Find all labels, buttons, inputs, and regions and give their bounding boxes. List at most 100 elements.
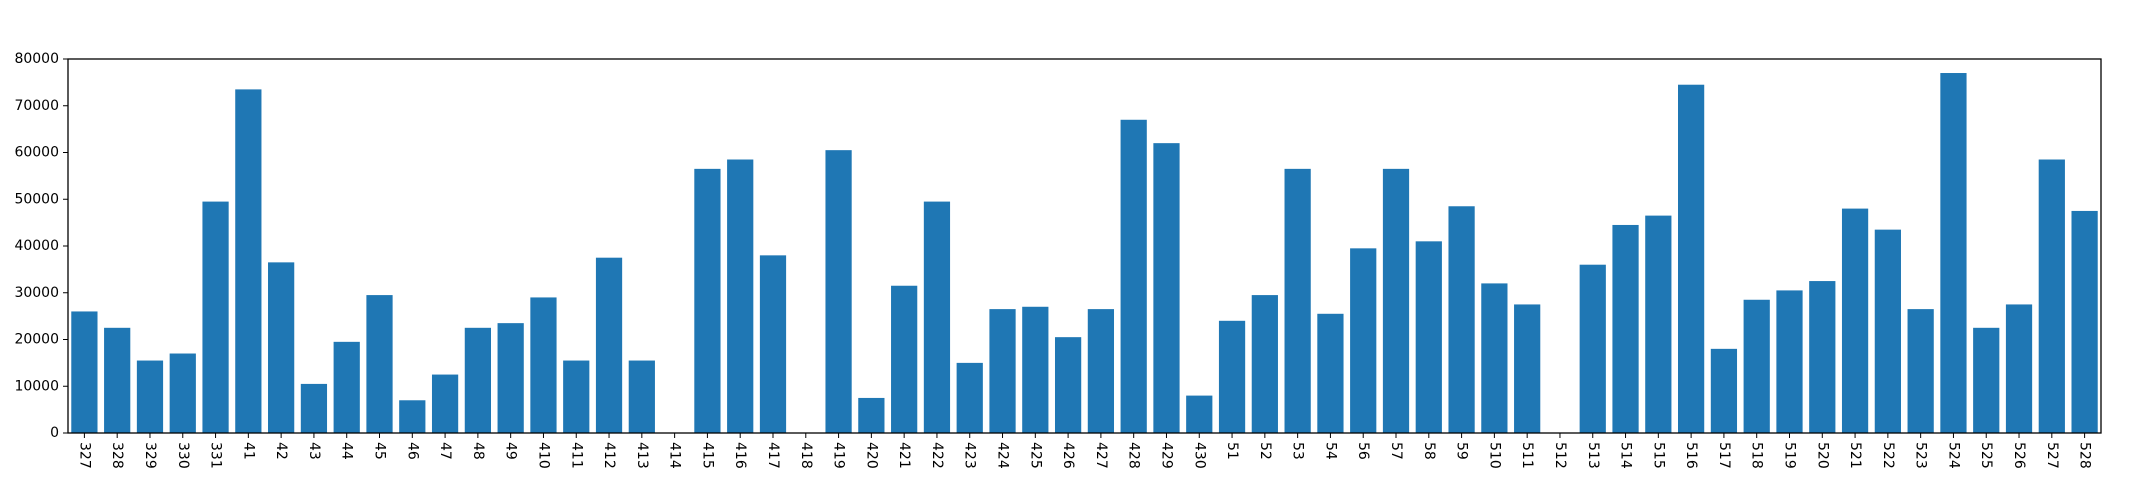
y-tick-label-20000: 20000	[14, 332, 59, 348]
bar-52	[1251, 295, 1278, 433]
x-tick-label-521: 521	[1847, 442, 1863, 469]
bar-423	[956, 362, 983, 434]
x-tick-label-520: 520	[1814, 442, 1830, 469]
bar-421	[891, 285, 918, 433]
x-tick-label-42: 42	[273, 442, 289, 460]
x-tick-label-54: 54	[1322, 442, 1338, 460]
bar-516	[1678, 84, 1705, 434]
x-tick-label-420: 420	[863, 442, 879, 469]
bar-329	[136, 360, 164, 433]
y-tick-label-10000: 10000	[14, 378, 59, 394]
x-tick-label-527: 527	[2044, 442, 2060, 469]
bar-44	[333, 341, 360, 433]
bar-51	[1218, 320, 1246, 433]
bar-417	[759, 255, 787, 433]
bar-511	[1514, 304, 1541, 433]
x-tick-label-423: 423	[962, 442, 978, 469]
bar-427	[1087, 309, 1115, 433]
x-tick-label-51: 51	[1224, 442, 1240, 460]
x-tick-label-52: 52	[1257, 442, 1273, 460]
x-tick-label-428: 428	[1126, 442, 1142, 469]
bar-59	[1448, 206, 1475, 433]
bar-331	[202, 201, 229, 433]
bar-56	[1350, 248, 1377, 433]
x-tick-label-53: 53	[1290, 442, 1306, 460]
bar-517	[1710, 348, 1738, 433]
bar-422	[923, 201, 951, 433]
x-tick-label-514: 514	[1618, 442, 1634, 469]
x-tick-label-411: 411	[568, 442, 584, 469]
plot-frame	[67, 58, 2102, 434]
x-tick-label-523: 523	[1913, 442, 1929, 469]
bar-525	[1973, 327, 2000, 433]
x-tick-label-41: 41	[240, 442, 256, 460]
bar-412	[595, 257, 623, 433]
x-tick-label-519: 519	[1781, 442, 1797, 469]
bar-47	[431, 374, 459, 433]
bar-425	[1022, 306, 1049, 433]
x-tick-label-330: 330	[175, 442, 191, 469]
bar-526	[2005, 304, 2033, 433]
bar-510	[1481, 283, 1508, 433]
x-tick-label-331: 331	[208, 442, 224, 469]
bar-515	[1645, 215, 1672, 433]
x-tick-label-418: 418	[798, 442, 814, 469]
bar-513	[1579, 264, 1606, 433]
bar-416	[727, 159, 754, 433]
bar-46	[399, 400, 426, 433]
x-tick-label-412: 412	[601, 442, 617, 469]
x-tick-label-45: 45	[372, 442, 388, 460]
bar-420	[858, 397, 885, 433]
bar-415	[694, 168, 721, 434]
x-tick-label-522: 522	[1880, 442, 1896, 469]
bar-528	[2071, 210, 2098, 433]
bar-522	[1874, 229, 1901, 433]
bar-42	[268, 262, 295, 433]
x-tick-label-57: 57	[1388, 442, 1404, 460]
bar-518	[1743, 299, 1770, 433]
x-tick-label-528: 528	[2077, 442, 2093, 469]
x-tick-label-415: 415	[699, 442, 715, 469]
x-tick-label-513: 513	[1585, 442, 1601, 469]
bar-519	[1776, 290, 1803, 433]
y-tick-label-80000: 80000	[14, 51, 59, 67]
x-tick-label-512: 512	[1552, 442, 1568, 469]
bar-527	[2038, 159, 2065, 433]
x-tick-label-43: 43	[306, 442, 322, 460]
x-tick-label-424: 424	[995, 442, 1011, 469]
x-tick-label-426: 426	[1060, 442, 1076, 469]
bar-523	[1907, 309, 1934, 433]
bar-328	[104, 327, 131, 433]
bar-413	[628, 360, 655, 433]
bar-426	[1054, 337, 1082, 433]
x-tick-label-517: 517	[1716, 442, 1732, 469]
x-axis: 327 328 329 330 331 41 42 43 44 45 46 47 48 49 410 411 4…	[76, 433, 2093, 469]
bar-327	[71, 311, 98, 433]
y-tick-label-40000: 40000	[14, 238, 59, 254]
x-tick-label-427: 427	[1093, 442, 1109, 469]
x-tick-label-525: 525	[1978, 442, 1994, 469]
x-tick-label-414: 414	[667, 442, 683, 469]
x-tick-label-56: 56	[1355, 442, 1371, 460]
x-tick-label-430: 430	[1191, 442, 1207, 469]
x-tick-label-58: 58	[1421, 442, 1437, 460]
x-tick-label-526: 526	[2011, 442, 2027, 469]
x-tick-label-515: 515	[1650, 442, 1666, 469]
bar-53	[1284, 168, 1311, 434]
bar-57	[1382, 168, 1410, 434]
x-tick-label-429: 429	[1158, 442, 1174, 469]
x-tick-label-47: 47	[437, 442, 453, 460]
bars	[71, 73, 2098, 434]
bar-48	[464, 327, 491, 433]
x-tick-label-511: 511	[1519, 442, 1535, 469]
x-tick-label-46: 46	[404, 442, 420, 460]
x-tick-label-44: 44	[339, 442, 355, 460]
y-axis: 0 10000 20000 30000 40000 50000 60000 70000 8000…	[14, 51, 68, 441]
x-tick-label-327: 327	[76, 442, 92, 469]
x-tick-label-421: 421	[896, 442, 912, 469]
bar-49	[497, 323, 524, 433]
x-tick-label-419: 419	[831, 442, 847, 469]
y-tick-label-30000: 30000	[14, 285, 59, 301]
